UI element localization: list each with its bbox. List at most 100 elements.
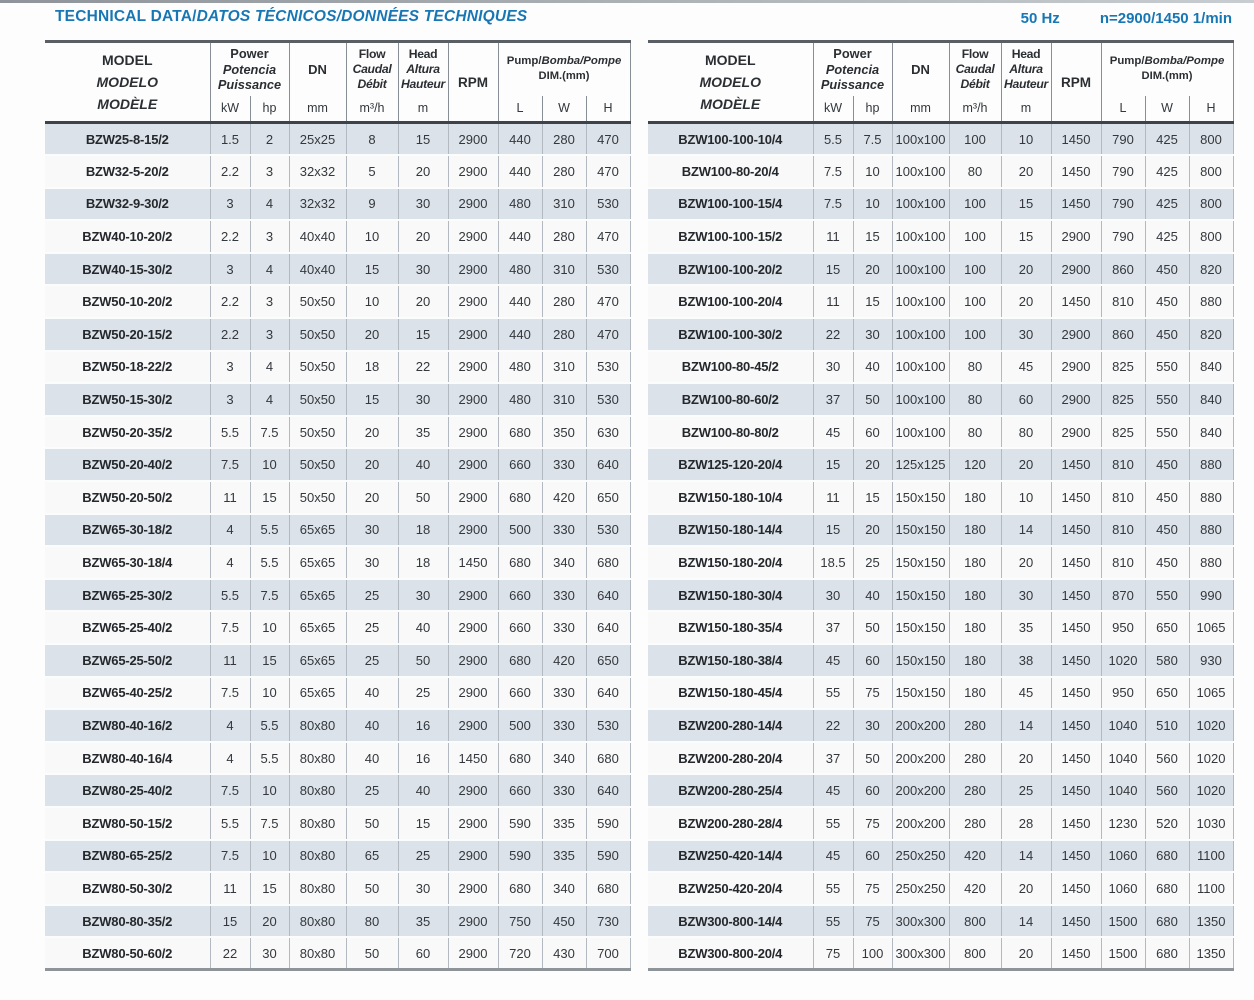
value-cell: 50x50 <box>289 350 347 385</box>
value-cell: 660 <box>498 611 543 645</box>
model-cell: BZW100-100-20/4 <box>648 285 814 320</box>
value-cell: 80 <box>949 415 1002 450</box>
table-row: BZW250-420-20/4 55 75 250x250 420 20 1450 1060 6… <box>648 872 1234 906</box>
value-cell: 55 <box>813 904 854 939</box>
value-cell: 10 <box>250 448 290 483</box>
value-cell: 1450 <box>1051 709 1102 743</box>
header-flow-es: Caudal <box>352 61 392 76</box>
value-cell: 1100 <box>1189 872 1234 906</box>
value-cell: 1450 <box>1051 676 1102 711</box>
value-cell: 80x80 <box>289 709 347 743</box>
table-row: BZW150-180-38/4 45 60 150x150 180 38 1450 1020 5… <box>648 644 1234 678</box>
model-cell: BZW150-180-10/4 <box>648 481 814 515</box>
unit-head-m: m <box>398 95 449 123</box>
col-header-model: MODEL MODELO MODÈLE <box>45 41 211 123</box>
table-row: BZW50-20-15/2 2.2 3 50x50 20 15 2900 440 280 470 <box>45 318 631 352</box>
model-cell: BZW80-40-16/2 <box>45 709 211 743</box>
value-cell: 11 <box>813 481 854 515</box>
model-cell: BZW80-80-35/2 <box>45 904 211 939</box>
value-cell: 680 <box>498 546 543 580</box>
model-cell: BZW32-5-20/2 <box>45 155 211 189</box>
value-cell: 1500 <box>1101 904 1146 939</box>
value-cell: 15 <box>853 481 893 515</box>
value-cell: 25 <box>1001 774 1052 808</box>
header-dim-label: DIM.(mm) <box>538 70 590 83</box>
value-cell: 730 <box>586 904 631 939</box>
value-cell: 30 <box>398 252 449 287</box>
value-cell: 22 <box>813 318 854 352</box>
value-cell: 1020 <box>1189 774 1234 808</box>
value-cell: 810 <box>1101 285 1146 320</box>
value-cell: 1040 <box>1101 741 1146 776</box>
value-cell: 10 <box>853 155 893 189</box>
model-cell: BZW125-120-20/4 <box>648 448 814 483</box>
value-cell: 11 <box>813 220 854 254</box>
value-cell: 22 <box>813 709 854 743</box>
value-cell: 280 <box>949 741 1002 776</box>
value-cell: 7.5 <box>250 806 290 841</box>
value-cell: 150x150 <box>892 513 950 548</box>
model-cell: BZW200-280-28/4 <box>648 806 814 841</box>
value-cell: 50 <box>346 806 399 841</box>
value-cell: 990 <box>1189 578 1234 613</box>
table-row: BZW50-15-30/2 3 4 50x50 15 30 2900 480 310 530 <box>45 383 631 417</box>
value-cell: 15 <box>250 481 290 515</box>
value-cell: 280 <box>949 774 1002 808</box>
value-cell: 180 <box>949 611 1002 645</box>
value-cell: 3 <box>250 155 290 189</box>
value-cell: 30 <box>813 350 854 385</box>
value-cell: 1020 <box>1189 709 1234 743</box>
value-cell: 35 <box>398 415 449 450</box>
value-cell: 60 <box>853 415 893 450</box>
value-cell: 14 <box>1001 904 1052 939</box>
value-cell: 80 <box>346 904 399 939</box>
value-cell: 280 <box>542 121 587 157</box>
value-cell: 40x40 <box>289 220 347 254</box>
value-cell: 20 <box>1001 937 1052 971</box>
value-cell: 14 <box>1001 513 1052 548</box>
table-row: BZW100-100-10/4 5.5 7.5 100x100 100 10 1450 790… <box>648 121 1234 157</box>
frequency-label: 50 Hz <box>1020 10 1060 27</box>
value-cell: 20 <box>1001 252 1052 287</box>
value-cell: 2.2 <box>210 318 251 352</box>
value-cell: 430 <box>542 937 587 971</box>
value-cell: 450 <box>1145 448 1190 483</box>
value-cell: 810 <box>1101 481 1146 515</box>
value-cell: 40 <box>398 774 449 808</box>
value-cell: 200x200 <box>892 774 950 808</box>
value-cell: 10 <box>853 187 893 222</box>
value-cell: 280 <box>542 318 587 352</box>
value-cell: 75 <box>853 676 893 711</box>
value-cell: 1450 <box>448 546 499 580</box>
value-cell: 820 <box>1189 318 1234 352</box>
value-cell: 25 <box>346 611 399 645</box>
value-cell: 1450 <box>448 741 499 776</box>
value-cell: 75 <box>813 937 854 971</box>
value-cell: 40 <box>853 350 893 385</box>
value-cell: 800 <box>1189 187 1234 222</box>
table-row: BZW65-30-18/2 4 5.5 65x65 30 18 2900 500 330 530 <box>45 513 631 548</box>
value-cell: 2900 <box>448 676 499 711</box>
value-cell: 580 <box>1145 644 1190 678</box>
table-row: BZW100-80-80/2 45 60 100x100 80 80 2900 825 550 8… <box>648 415 1234 450</box>
spec-header: 50 Hz n=2900/1450 1/min <box>1021 10 1232 27</box>
value-cell: 1065 <box>1189 611 1234 645</box>
value-cell: 800 <box>1189 121 1234 157</box>
value-cell: 335 <box>542 839 587 874</box>
col-header-power: Power Potencia Puissance <box>210 41 290 96</box>
value-cell: 825 <box>1101 350 1146 385</box>
value-cell: 40 <box>398 611 449 645</box>
value-cell: 2900 <box>448 121 499 157</box>
value-cell: 14 <box>1001 709 1052 743</box>
value-cell: 150x150 <box>892 644 950 678</box>
unit-dim-l: L <box>1101 95 1146 123</box>
value-cell: 1450 <box>1051 481 1102 515</box>
col-header-pump-dim: Pump/Bomba/Pompe DIM.(mm) <box>498 41 631 96</box>
value-cell: 7.5 <box>250 415 290 450</box>
value-cell: 310 <box>542 383 587 417</box>
value-cell: 640 <box>586 774 631 808</box>
value-cell: 55 <box>813 676 854 711</box>
value-cell: 1450 <box>1051 774 1102 808</box>
value-cell: 100 <box>949 187 1002 222</box>
value-cell: 680 <box>586 741 631 776</box>
